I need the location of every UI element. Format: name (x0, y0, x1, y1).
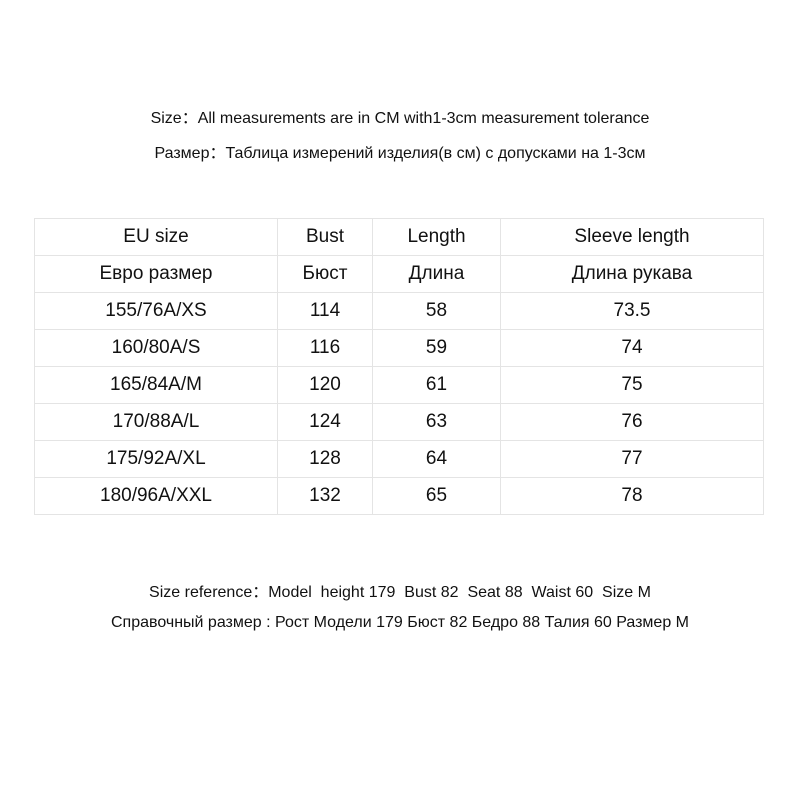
table-cell: Евро размер (34, 255, 278, 293)
table-cell: 64 (372, 440, 501, 478)
table-row: 165/84A/M 120 61 75 (34, 366, 764, 404)
table-cell: 78 (500, 477, 764, 515)
table-cell: Sleeve length (500, 218, 764, 256)
table-cell: 76 (500, 403, 764, 441)
header-row-ru: Евро размер Бюст Длина Длина рукава (34, 255, 764, 293)
table-row: 160/80A/S 116 59 74 (34, 329, 764, 367)
table-cell: EU size (34, 218, 278, 256)
table-cell: 65 (372, 477, 501, 515)
table-cell: 58 (372, 292, 501, 330)
table-cell: 128 (277, 440, 373, 478)
size-table: EU size Bust Length Sleeve length Евро разме… (34, 218, 764, 515)
table-cell: 75 (500, 366, 764, 404)
table-cell: 114 (277, 292, 373, 330)
header-row-en: EU size Bust Length Sleeve length (34, 218, 764, 256)
table-row: 170/88A/L 124 63 76 (34, 403, 764, 441)
table-cell: 180/96A/XXL (34, 477, 278, 515)
table-cell: 160/80A/S (34, 329, 278, 367)
table-cell: 175/92A/XL (34, 440, 278, 478)
table-cell: 120 (277, 366, 373, 404)
table-cell: Длина (372, 255, 501, 293)
table-cell: 170/88A/L (34, 403, 278, 441)
table-cell: 77 (500, 440, 764, 478)
table-cell: 124 (277, 403, 373, 441)
table-cell: 61 (372, 366, 501, 404)
table-row: 175/92A/XL 128 64 77 (34, 440, 764, 478)
table-cell: Length (372, 218, 501, 256)
table-cell: 155/76A/XS (34, 292, 278, 330)
measurement-note-ru: Размер：Таблица измерений изделия(в см) с… (154, 145, 646, 162)
table-cell: Длина рукава (500, 255, 764, 293)
table-cell: 165/84A/M (34, 366, 278, 404)
table-cell: 59 (372, 329, 501, 367)
table-cell: 74 (500, 329, 764, 367)
table-cell: 116 (277, 329, 373, 367)
table-cell: 132 (277, 477, 373, 515)
table-row: 180/96A/XXL 132 65 78 (34, 477, 764, 515)
size-reference-en: Size reference：Model height 179 Bust 82 … (149, 584, 651, 601)
table-cell: Bust (277, 218, 373, 256)
size-reference-ru: Справочный размер : Рост Модели 179 Бюст… (110, 614, 689, 631)
table-cell: 63 (372, 403, 501, 441)
table-row: 155/76A/XS 114 58 73.5 (34, 292, 764, 330)
measurement-note-en: Size：All measurements are in CM with1-3c… (150, 110, 650, 127)
table-cell: Бюст (277, 255, 373, 293)
table-cell: 73.5 (500, 292, 764, 330)
